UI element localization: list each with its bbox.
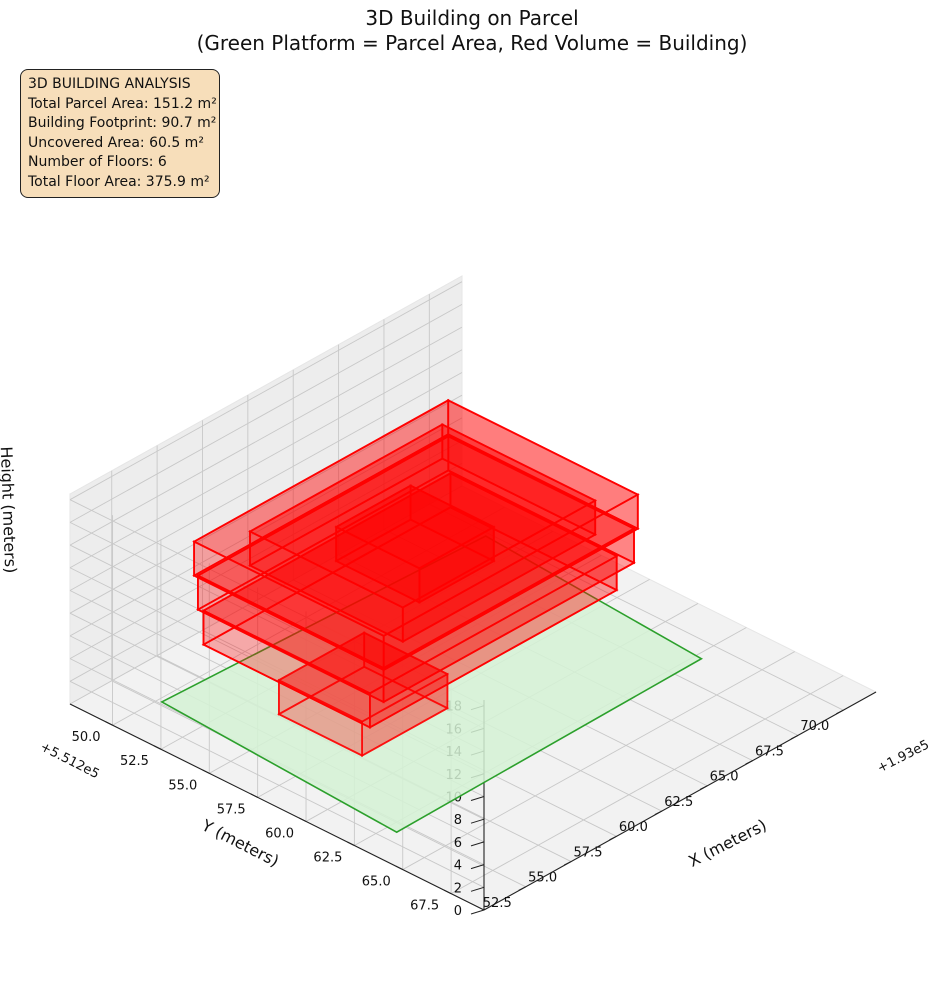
chart-title: 3D Building on Parcel (365, 6, 578, 30)
y-tick-label: 55.0 (168, 778, 197, 793)
grid-line-z-right (69, 440, 463, 659)
floor-6 (334, 484, 496, 604)
grid-line-z-right (69, 303, 463, 523)
parcel-platform (160, 535, 704, 834)
x-tick-label: 57.5 (574, 845, 603, 860)
info-line-floor-area: Total Floor Area: 375.9 m² (28, 173, 210, 190)
z-tick-mark (470, 886, 485, 892)
x-axis-line (483, 691, 877, 911)
z-tick-label: 8 (454, 813, 462, 828)
x-tick-label: 70.0 (800, 719, 829, 734)
x-tick-mark (699, 785, 708, 790)
info-line-floors: Number of Floors: 6 (28, 154, 167, 170)
x-tick-label: 62.5 (664, 795, 693, 810)
x-tick-label: 67.5 (755, 744, 784, 759)
grid-line-z-right (69, 326, 463, 546)
y-tick-mark (153, 745, 162, 750)
analysis-info-box: 3D BUILDING ANALYSIS Total Parcel Area: … (20, 69, 220, 198)
y-tick-mark (443, 889, 452, 895)
floor-top-face (192, 399, 640, 637)
grid-line-z-right (69, 372, 463, 591)
y-tick-mark (105, 721, 113, 726)
x-axis-label: X (meters) (685, 815, 769, 871)
floor-top-face (195, 435, 636, 670)
grid-line-z-right (69, 417, 463, 637)
y-axis-label: Y (meters) (198, 815, 282, 870)
grid-line-x-floor (429, 503, 844, 711)
floor-4 (192, 398, 640, 672)
z-tick-mark (470, 909, 485, 915)
info-line-heading: 3D BUILDING ANALYSIS (28, 76, 191, 92)
z-tick-mark (470, 841, 485, 847)
chart-subtitle: (Green Platform = Parcel Area, Red Volum… (197, 31, 748, 55)
building-layer (192, 398, 640, 758)
grid-line-y-floor (112, 506, 505, 726)
x-tick-mark (836, 709, 844, 715)
y-tick-mark (202, 769, 210, 774)
grid-line-y-floor (402, 651, 795, 870)
floor-1 (276, 631, 450, 758)
y-tick-label: 57.5 (217, 802, 246, 817)
grid-line-z-left (69, 680, 485, 888)
info-line-parcel-area: Total Parcel Area: 151.2 m² (28, 95, 217, 112)
z-tick-mark (470, 864, 485, 870)
z-axis-label: Height (meters) (0, 446, 20, 574)
x-tick-label: 55.0 (528, 871, 557, 886)
y-tick-label: 52.5 (120, 754, 149, 769)
z-tick-mark (470, 818, 485, 824)
x-tick-mark (518, 886, 526, 891)
grid-line-z-right (69, 281, 463, 501)
grid-line-z-right (69, 394, 463, 614)
y-tick-mark (347, 841, 355, 846)
z-tick-label: 6 (454, 836, 462, 851)
grid-line-z-right (69, 349, 463, 569)
y-tick-label: 60.0 (265, 826, 294, 841)
y-offset-label: +5.512e5 (37, 740, 101, 783)
x-tick-mark (790, 734, 799, 740)
y-tick-mark (250, 793, 258, 798)
x-offset-label: +1.93e5 (875, 737, 932, 776)
y-tick-mark (395, 865, 403, 871)
y-tick-mark (298, 817, 307, 822)
x-tick-label: 65.0 (710, 770, 739, 785)
x-tick-mark (609, 835, 617, 841)
info-line-uncovered: Uncovered Area: 60.5 m² (28, 134, 204, 151)
grid-line-y-floor (450, 675, 844, 895)
z-tick-mark (470, 796, 485, 801)
y-tick-label: 67.5 (410, 899, 439, 914)
x-tick-mark (745, 760, 753, 765)
info-line-footprint: Building Footprint: 90.7 m² (28, 115, 217, 131)
x-tick-mark (654, 810, 663, 816)
z-tick-label: 2 (454, 881, 462, 896)
x-tick-label: 60.0 (619, 820, 648, 835)
z-tick-label: 0 (454, 904, 462, 919)
parcel-layer (160, 535, 704, 834)
floor-top-face (334, 484, 496, 570)
y-axis-line (69, 703, 485, 911)
x-tick-label: 52.5 (483, 896, 512, 911)
floor-top-face (201, 472, 619, 695)
y-tick-label: 50.0 (72, 730, 101, 745)
y-tick-label: 62.5 (313, 851, 342, 866)
x-tick-mark (563, 861, 572, 866)
y-tick-label: 65.0 (362, 875, 391, 890)
grid-line-z-right (69, 485, 463, 705)
z-tick-label: 4 (454, 859, 462, 874)
